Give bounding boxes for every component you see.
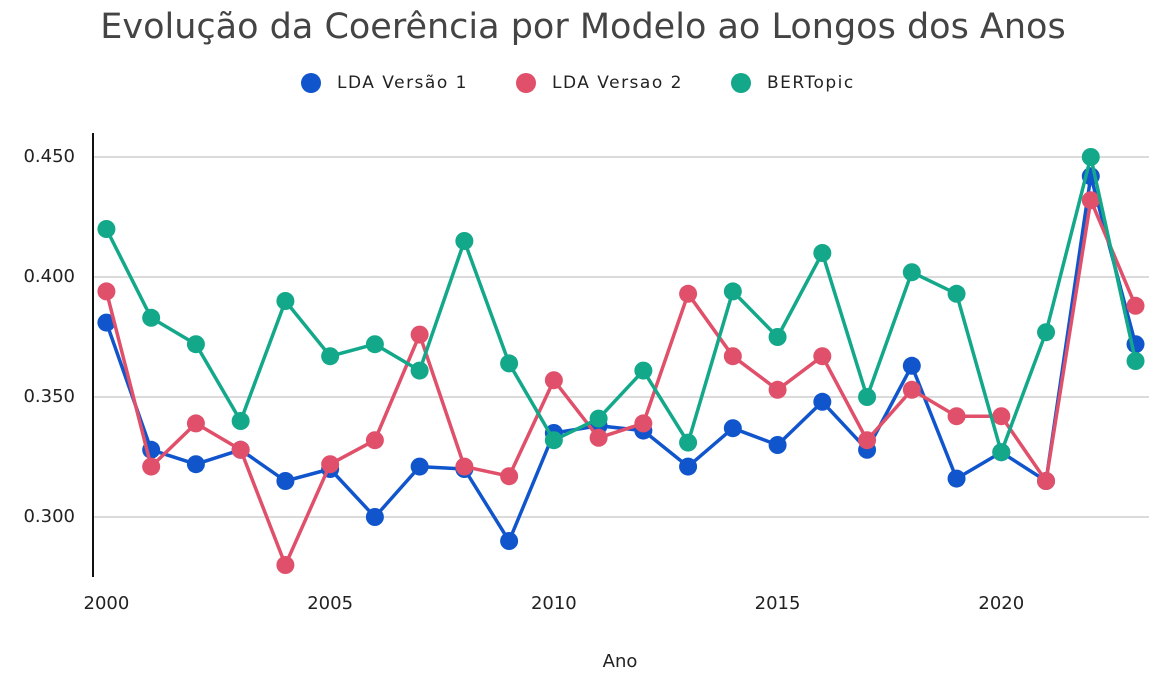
point	[634, 361, 653, 380]
legend-marker	[731, 73, 751, 93]
point	[455, 457, 474, 476]
point	[142, 457, 161, 476]
series	[97, 148, 1145, 462]
series	[97, 167, 1145, 550]
point	[231, 440, 250, 459]
point	[186, 414, 205, 433]
point	[186, 335, 205, 354]
series-line	[104, 155, 1138, 454]
point	[97, 313, 116, 332]
y-tick-label: 0.450	[23, 146, 75, 167]
point	[679, 433, 698, 452]
point	[365, 431, 384, 450]
point	[723, 282, 742, 301]
point	[858, 388, 877, 406]
point	[186, 455, 205, 474]
point	[321, 347, 340, 366]
point	[947, 284, 966, 303]
point	[858, 431, 877, 450]
point	[500, 532, 519, 550]
point	[231, 412, 250, 430]
point	[634, 414, 653, 433]
point	[276, 556, 295, 574]
point	[410, 325, 429, 344]
point	[723, 347, 742, 366]
point	[768, 328, 787, 346]
point	[1081, 148, 1100, 166]
x-tick-label: 2010	[531, 593, 577, 614]
legend-label: LDA Versao 2	[552, 73, 683, 93]
point	[902, 356, 921, 375]
point	[97, 220, 116, 238]
x-tick-label: 2005	[307, 593, 353, 614]
series-line	[104, 174, 1138, 543]
point	[500, 467, 519, 486]
y-tick-label: 0.300	[23, 506, 75, 527]
series	[97, 191, 1145, 574]
legend-label: LDA Versão 1	[337, 73, 468, 93]
y-tick-label: 0.350	[23, 386, 75, 407]
point	[97, 282, 116, 301]
point	[813, 392, 832, 411]
point	[410, 361, 429, 380]
point	[813, 347, 832, 366]
x-tick-label: 2000	[84, 593, 130, 614]
point	[455, 232, 474, 250]
point	[813, 244, 832, 262]
point	[723, 419, 742, 438]
legend-marker	[301, 73, 321, 93]
point	[321, 455, 340, 474]
point	[768, 380, 787, 399]
chart-title: Evolução da Coerência por Modelo ao Long…	[100, 7, 1065, 47]
point	[544, 431, 563, 450]
point	[1037, 323, 1056, 342]
point	[947, 407, 966, 426]
point	[902, 263, 921, 282]
point	[768, 436, 787, 454]
point	[589, 409, 608, 428]
x-axis-label: Ano	[603, 651, 638, 672]
point	[1126, 352, 1145, 370]
legend-marker	[516, 73, 536, 93]
point	[947, 469, 966, 488]
point	[276, 472, 295, 490]
point	[992, 443, 1011, 462]
point	[410, 457, 429, 476]
point	[679, 284, 698, 303]
point	[589, 428, 608, 447]
point	[992, 407, 1011, 426]
point	[142, 308, 161, 327]
point	[1037, 472, 1056, 490]
point	[365, 508, 384, 526]
point	[679, 457, 698, 476]
x-tick-label: 2015	[755, 593, 801, 614]
x-tick-label: 2020	[978, 593, 1024, 614]
point	[276, 292, 295, 310]
legend-label: BERTopic	[767, 73, 855, 93]
point	[365, 335, 384, 354]
point	[1126, 296, 1145, 315]
point	[1081, 191, 1100, 210]
point	[544, 371, 563, 390]
point	[500, 354, 519, 373]
y-tick-label: 0.400	[23, 266, 75, 287]
point	[902, 380, 921, 399]
